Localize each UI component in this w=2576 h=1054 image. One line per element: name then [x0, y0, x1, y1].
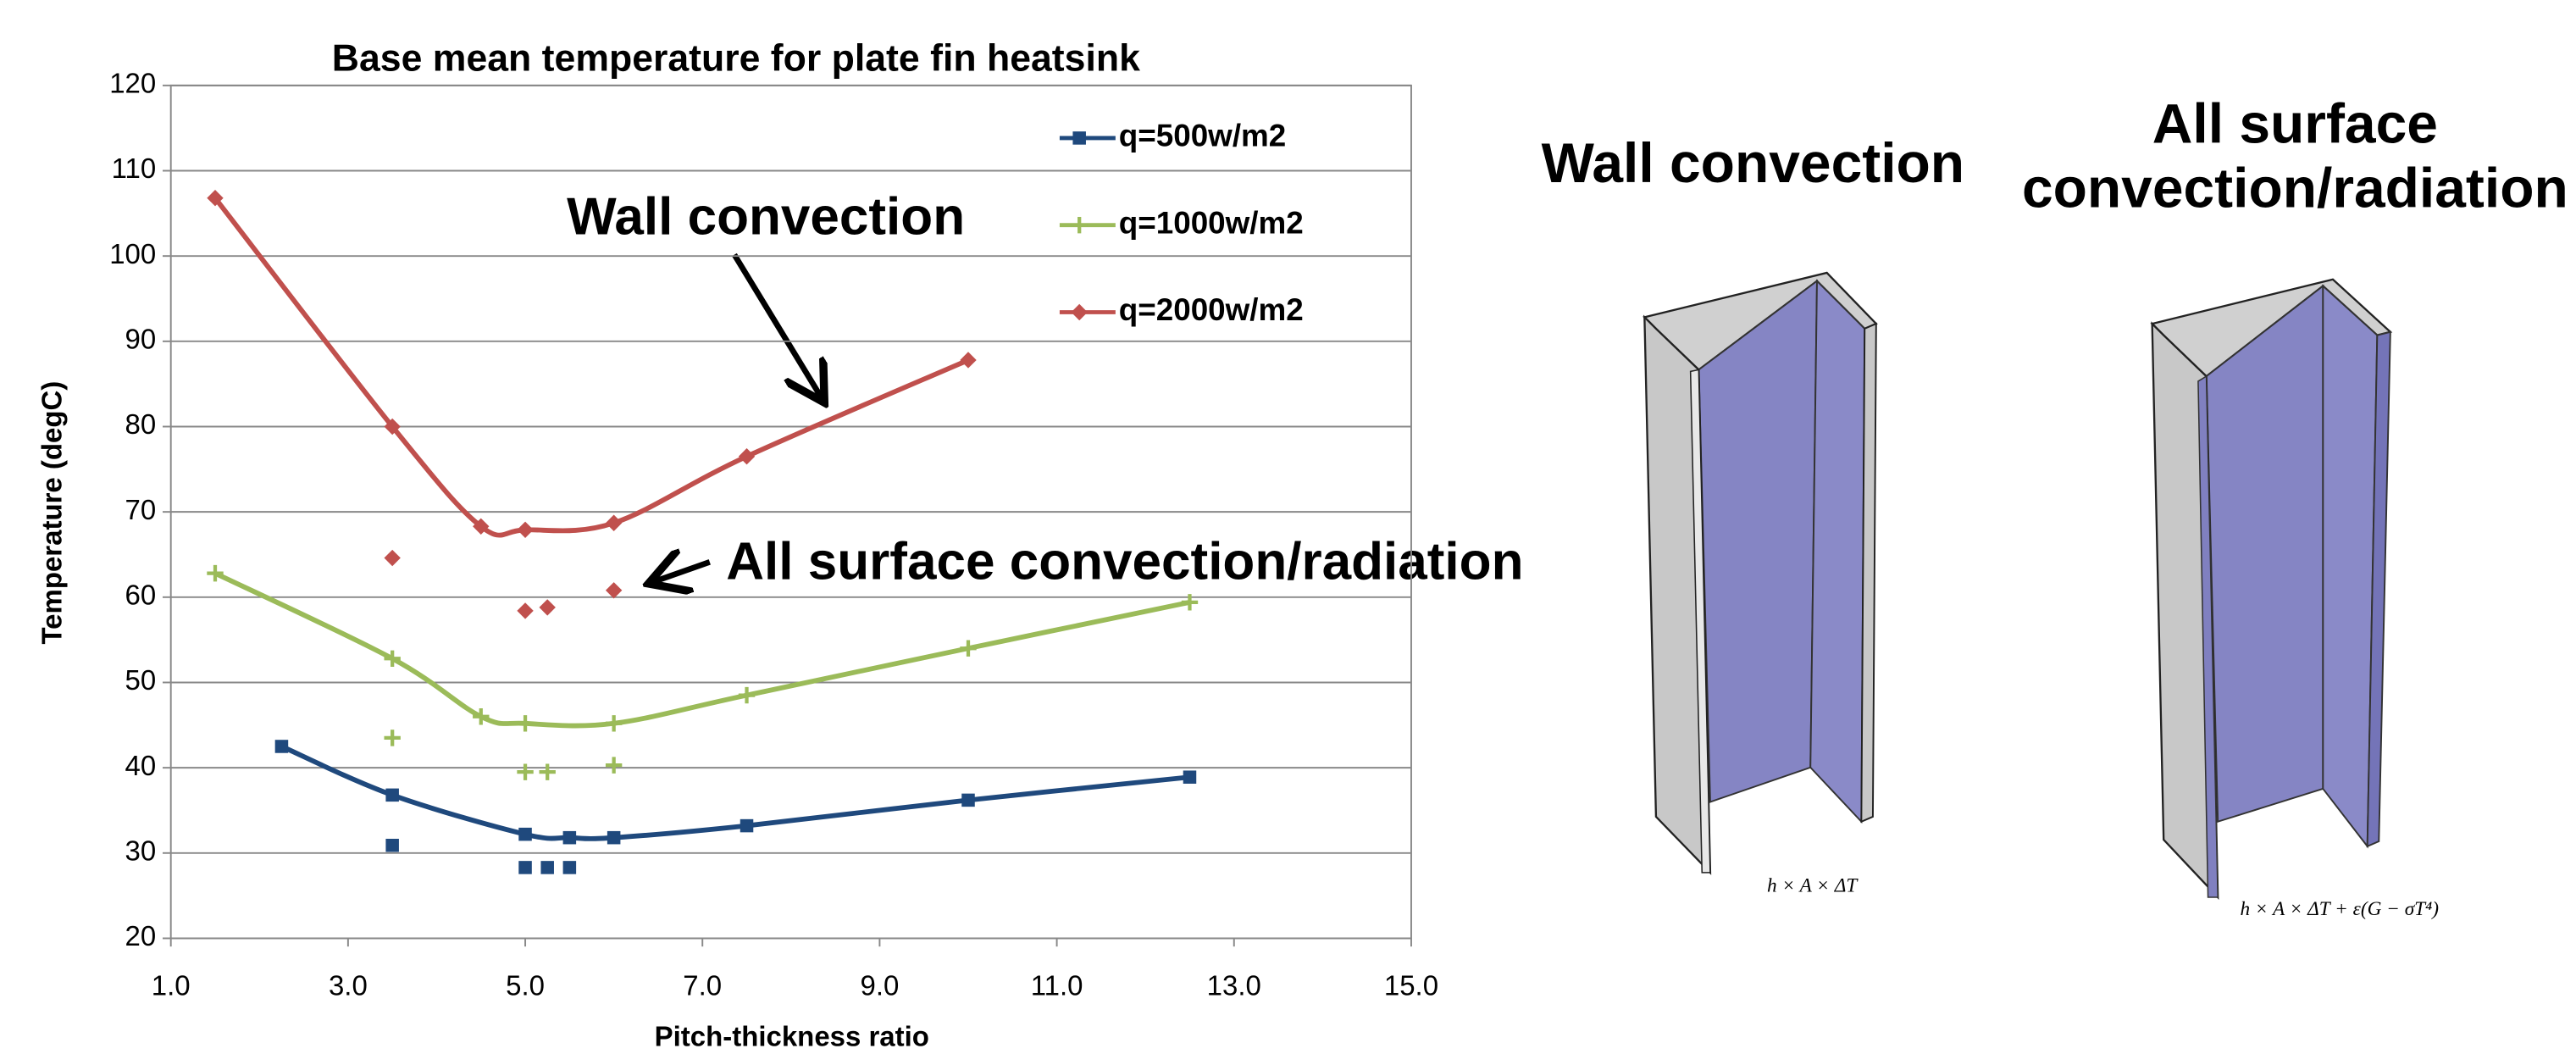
- marker: [384, 550, 400, 566]
- legend-marker: [1071, 217, 1087, 233]
- x-tick-label: 13.0: [1207, 969, 1261, 1001]
- marker: [517, 715, 533, 731]
- marker: [518, 861, 532, 874]
- x-tick-label: 7.0: [683, 969, 722, 1001]
- x-tick-label: 15.0: [1384, 969, 1438, 1001]
- marker: [606, 715, 622, 731]
- diagram: Wall convection h × A × ΔT: [1542, 131, 1964, 896]
- y-tick-label: 110: [112, 153, 157, 184]
- diagram-title: All surface: [2152, 92, 2438, 155]
- annotation-arrow: [654, 562, 710, 581]
- y-tick-label: 50: [125, 664, 157, 696]
- marker: [960, 352, 976, 368]
- marker: [739, 687, 755, 703]
- x-tick-label: 11.0: [1031, 969, 1083, 1001]
- marker: [739, 448, 755, 464]
- formula: h × A × ΔT: [1767, 875, 1859, 897]
- legend-marker: [1072, 131, 1086, 145]
- marker: [385, 789, 399, 802]
- right-fin-edge: [1861, 324, 1875, 822]
- marker: [384, 729, 400, 746]
- marker: [207, 565, 223, 581]
- x-axis-label: Pitch-thickness ratio: [655, 1020, 929, 1051]
- y-tick-label: 30: [125, 835, 157, 867]
- legend-label: q=500w/m2: [1119, 119, 1287, 153]
- y-tick-label: 100: [109, 238, 156, 269]
- marker: [517, 763, 533, 779]
- formula: h × A × ΔT + ε(G − σT⁴): [2240, 898, 2439, 920]
- marker: [517, 522, 533, 538]
- annotation-arrow: [734, 255, 822, 398]
- series-line: [215, 198, 968, 535]
- y-tick-label: 20: [125, 920, 157, 951]
- marker: [607, 831, 621, 845]
- marker: [606, 757, 622, 773]
- marker: [540, 763, 556, 779]
- marker: [563, 831, 577, 845]
- right-fin: [1810, 281, 1864, 822]
- marker: [540, 599, 556, 615]
- diagram: All surface convection/radiation h × A ×…: [2022, 92, 2568, 920]
- legend-marker: [1071, 304, 1087, 320]
- y-tick-label: 70: [125, 494, 157, 525]
- y-axis-label: Temperature (degC): [36, 381, 68, 645]
- y-tick-label: 120: [109, 68, 156, 99]
- diagram-title: convection/radiation: [2022, 156, 2568, 219]
- y-tick-label: 40: [125, 750, 157, 781]
- marker: [960, 641, 976, 657]
- series-line: [281, 746, 1189, 839]
- x-tick-label: 5.0: [506, 969, 545, 1001]
- x-tick-label: 9.0: [860, 969, 899, 1001]
- series-line: [215, 574, 1189, 726]
- y-tick-label: 60: [125, 580, 157, 611]
- x-tick-label: 3.0: [329, 969, 368, 1001]
- diagram-title: Wall convection: [1542, 131, 1964, 194]
- base-plate: [2207, 286, 2324, 821]
- chart-title: Base mean temperature for plate fin heat…: [332, 38, 1140, 80]
- marker: [385, 839, 399, 852]
- legend-label: q=2000w/m2: [1119, 292, 1304, 327]
- marker: [961, 794, 975, 807]
- page: Base mean temperature for plate fin heat…: [0, 0, 2576, 1054]
- marker: [540, 861, 554, 874]
- marker: [517, 602, 533, 619]
- marker: [1183, 770, 1197, 784]
- y-tick-label: 90: [125, 324, 157, 355]
- y-tick-label: 80: [125, 408, 157, 440]
- marker: [606, 515, 622, 531]
- marker: [275, 740, 289, 753]
- x-tick-label: 1.0: [152, 969, 191, 1001]
- marker: [606, 582, 622, 598]
- marker: [563, 861, 577, 874]
- base-plate: [1698, 281, 1817, 802]
- annotation: All surface convection/radiation: [726, 533, 1523, 591]
- legend-label: q=1000w/m2: [1119, 205, 1304, 240]
- marker: [518, 828, 532, 841]
- marker: [740, 819, 754, 833]
- annotation: Wall convection: [567, 187, 965, 246]
